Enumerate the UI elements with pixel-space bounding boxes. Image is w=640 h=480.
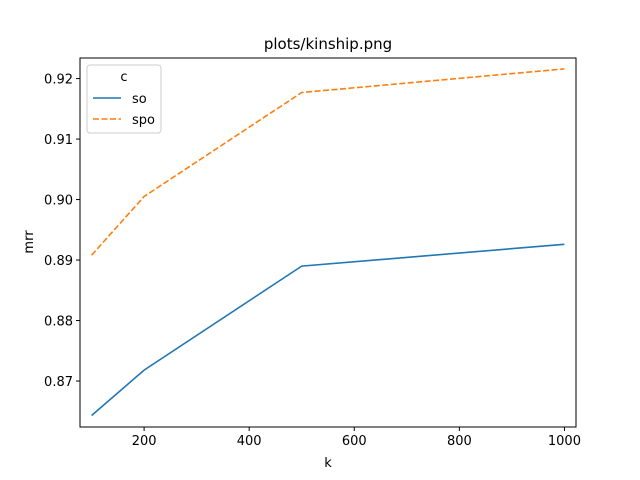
data-point-so	[91, 415, 93, 417]
data-point-spo	[91, 254, 93, 256]
y-tick-label: 0.87	[44, 375, 73, 390]
chart-title: plots/kinship.png	[264, 35, 392, 53]
data-point-so	[564, 244, 566, 246]
plot-area	[91, 68, 566, 417]
data-point-spo	[301, 92, 303, 94]
legend-label-so: so	[132, 92, 147, 107]
legend-box	[86, 64, 162, 134]
y-tick-label: 0.92	[44, 73, 73, 88]
series-line-so	[91, 243, 565, 417]
y-tick-label: 0.89	[44, 254, 73, 269]
x-tick-label: 400	[237, 434, 262, 449]
x-tick-label: 600	[342, 434, 367, 449]
series-line-spo	[91, 68, 565, 256]
y-tick-label: 0.91	[44, 133, 73, 148]
data-point-spo	[564, 68, 566, 70]
x-tick-label: 800	[447, 434, 472, 449]
y-tick-label: 0.88	[44, 315, 73, 330]
x-tick-label: 200	[132, 434, 157, 449]
legend: c so spo	[86, 64, 162, 134]
data-point-so	[143, 369, 145, 371]
x-axis-label: k	[324, 456, 332, 471]
y-tick-label: 0.90	[44, 194, 73, 209]
y-axis-label: mrr	[22, 230, 37, 254]
data-point-spo	[143, 196, 145, 198]
legend-entries: so spo	[93, 92, 155, 128]
legend-title: c	[120, 70, 127, 85]
x-tick-label: 1000	[548, 434, 581, 449]
plot-frame	[79, 57, 577, 428]
legend-label-spo: spo	[132, 113, 155, 128]
data-point-so	[301, 265, 303, 267]
